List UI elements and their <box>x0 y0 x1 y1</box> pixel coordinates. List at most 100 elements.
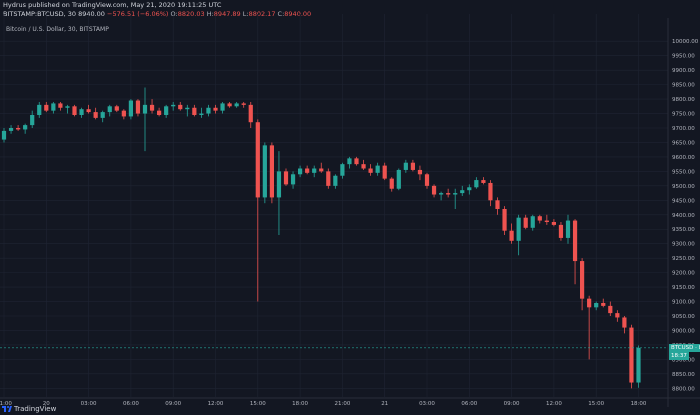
y-tick-label: 9900.00 <box>672 68 695 74</box>
x-tick-label: 09:00 <box>165 401 181 407</box>
candle-body <box>509 230 514 241</box>
x-tick-label: 03:00 <box>419 401 435 407</box>
candle-body <box>8 128 14 131</box>
candle-body <box>298 168 303 175</box>
x-tick-label: 12:00 <box>546 401 562 407</box>
y-tick-label: 9750.00 <box>672 112 695 118</box>
y-tick-label: 9050.00 <box>672 314 695 320</box>
y-tick-label: 9250.00 <box>672 256 695 262</box>
candle-body <box>135 100 141 114</box>
y-tick-label: 10000.00 <box>672 39 699 45</box>
x-tick-label: 20 <box>43 401 50 407</box>
candle-body <box>495 200 500 209</box>
candle-body <box>565 220 571 238</box>
candle-body <box>199 113 204 115</box>
tradingview-logo-icon <box>2 406 12 412</box>
candle-body <box>417 169 423 175</box>
candle-body <box>368 168 373 173</box>
candle-body <box>276 171 282 198</box>
x-tick-label: 15:00 <box>588 401 604 407</box>
candle-body <box>431 185 437 195</box>
candle-body <box>121 110 126 117</box>
candle-body <box>580 261 585 299</box>
x-tick-label: 06:00 <box>461 401 477 407</box>
symbol-name: BITSTAMP:BTCUSD, 30 <box>3 10 76 18</box>
candle-body <box>587 298 592 308</box>
candle-body <box>269 145 274 198</box>
candle-body <box>72 106 77 115</box>
y-tick-label: 8900.00 <box>672 357 695 363</box>
y-tick-label: 9650.00 <box>672 140 695 146</box>
candle-body <box>629 327 634 383</box>
x-tick-label: 21:00 <box>334 401 350 407</box>
y-tick-label: 9300.00 <box>672 242 695 248</box>
low-label: L: <box>242 10 249 18</box>
y-tick-label: 8850.00 <box>672 372 695 378</box>
y-tick-label: 9800.00 <box>672 97 695 103</box>
candle-body <box>333 175 338 186</box>
candle-body <box>453 193 458 195</box>
y-tick-label: 9450.00 <box>672 198 695 204</box>
candle-body <box>65 106 70 108</box>
candle-body <box>262 145 267 198</box>
candle-body <box>312 168 317 173</box>
current-price-badge: BTCUSD · 8940.00 <box>669 343 700 352</box>
high-value: 8947.89 <box>213 10 241 18</box>
y-tick-label: 9700.00 <box>672 126 695 132</box>
candle-body <box>558 224 564 238</box>
candle-body <box>551 222 556 225</box>
x-tick-label: 09:00 <box>504 401 520 407</box>
y-tick-label: 9600.00 <box>672 155 695 161</box>
candle-body <box>403 162 408 170</box>
y-tick-label: 9150.00 <box>672 285 695 291</box>
candle-body <box>594 302 599 308</box>
candle-body <box>347 158 352 165</box>
candle-body <box>622 317 627 328</box>
candle-body <box>128 100 133 117</box>
close-label: C: <box>277 10 285 18</box>
candle-body <box>389 178 394 189</box>
x-tick-label: 12:00 <box>208 401 224 407</box>
price-change: −576.51 (−6.06%) <box>107 10 169 18</box>
candle-body <box>157 110 162 115</box>
candle-body <box>192 107 197 115</box>
y-tick-label: 9100.00 <box>672 300 695 306</box>
candle-body <box>79 109 84 115</box>
candle-body <box>326 171 331 186</box>
candle-body <box>446 193 451 195</box>
candle-body <box>340 164 345 176</box>
last-price: 8940.00 <box>78 10 105 18</box>
open-value: 8820.03 <box>177 10 205 18</box>
candle-body <box>530 216 535 228</box>
y-tick-label: 9550.00 <box>672 169 695 175</box>
candle-body <box>234 103 239 107</box>
x-tick-label: 03:00 <box>81 401 97 407</box>
candle-body <box>93 112 98 118</box>
y-tick-label: 9350.00 <box>672 227 695 233</box>
chart-symbol-title: Bitcoin / U.S. Dollar, 30, BITSTAMP <box>6 26 109 33</box>
close-value: 8940.00 <box>284 10 312 18</box>
candle-body <box>572 220 578 262</box>
candle-body <box>537 216 542 221</box>
tradingview-logo[interactable]: TradingView <box>2 405 56 413</box>
candle-body <box>523 217 528 228</box>
candle-body <box>439 193 444 195</box>
candle-body <box>185 107 190 110</box>
candle-body <box>516 217 521 241</box>
candle-body <box>608 305 613 314</box>
y-tick-label: 9500.00 <box>672 184 695 190</box>
candle-body <box>16 128 21 130</box>
y-tick-label: 9200.00 <box>672 271 695 277</box>
candle-body <box>241 103 246 105</box>
candle-body <box>382 165 387 179</box>
candle-body <box>474 180 479 188</box>
candle-body <box>30 114 35 126</box>
candle-body <box>44 104 49 111</box>
low-value: 8802.17 <box>248 10 276 18</box>
y-tick-label: 9000.00 <box>672 328 695 334</box>
candle-body <box>615 313 620 318</box>
candle-body <box>396 169 401 189</box>
candle-body <box>107 106 112 113</box>
candle-body <box>86 109 91 113</box>
